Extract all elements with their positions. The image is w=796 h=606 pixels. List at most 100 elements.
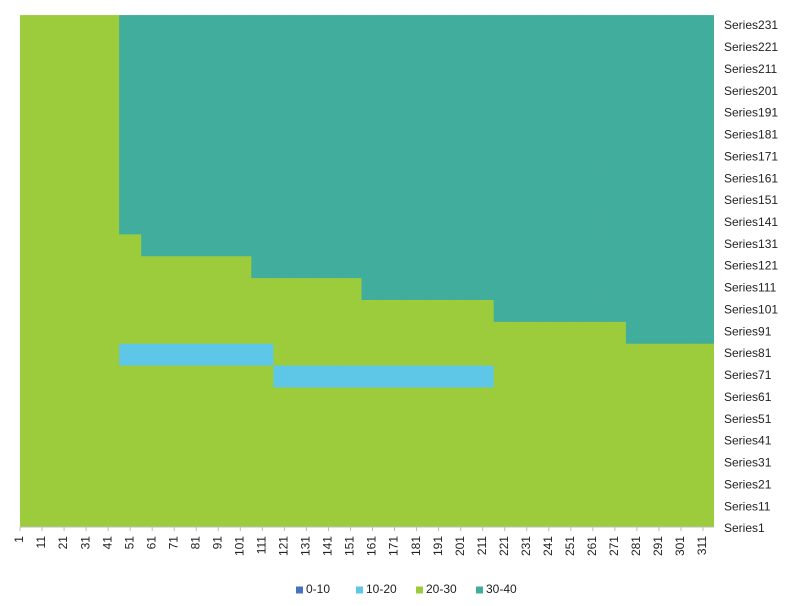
surface-cell [471, 124, 495, 147]
surface-cell [405, 321, 429, 344]
surface-cell [251, 386, 274, 410]
surface-cell [515, 255, 539, 279]
surface-cell [295, 496, 319, 519]
surface-cell [647, 102, 671, 126]
surface-cell [207, 386, 230, 410]
surface-cell [251, 168, 274, 191]
surface-cell [163, 408, 186, 432]
surface-cell [625, 518, 649, 527]
surface-cell [405, 343, 429, 366]
surface-cell [603, 15, 627, 38]
surface-cell [273, 58, 297, 82]
surface-cell [163, 36, 186, 60]
surface-cell [20, 211, 32, 235]
surface-cell [449, 124, 473, 147]
surface-cell [647, 277, 671, 300]
surface-cell [97, 474, 120, 497]
surface-cell [251, 58, 274, 82]
surface-cell [449, 190, 473, 213]
surface-cell [339, 343, 363, 366]
x-tick-label: 91 [210, 536, 224, 550]
surface-cell [229, 124, 252, 147]
surface-cell [405, 430, 429, 454]
surface-cell [163, 124, 186, 147]
surface-cell [449, 321, 473, 344]
surface-cell [20, 233, 32, 257]
surface-cell [229, 190, 252, 213]
surface-cell [251, 15, 274, 38]
surface-cell [691, 496, 714, 519]
surface-cell [251, 518, 274, 527]
surface-cell [603, 299, 627, 322]
x-tick-label: 11 [34, 536, 48, 549]
surface-cell [669, 496, 693, 519]
surface-cell [229, 80, 252, 104]
surface-cell [53, 474, 76, 497]
surface-cell [339, 452, 363, 475]
surface-cell [207, 408, 230, 432]
surface-cell [405, 277, 429, 300]
surface-cell [405, 364, 429, 388]
surface-cell [141, 364, 164, 388]
surface-cell [647, 452, 671, 475]
surface-cell [625, 233, 649, 257]
surface-cell [361, 277, 385, 300]
surface-cell [119, 452, 142, 475]
surface-cell [317, 190, 341, 213]
surface-cell [75, 146, 98, 169]
surface-cell [383, 321, 407, 344]
surface-cell [603, 364, 627, 388]
surface-cell [449, 58, 473, 82]
surface-cell [317, 233, 341, 257]
surface-cell [31, 15, 54, 38]
surface-cell [427, 518, 451, 527]
surface-cell [20, 408, 32, 432]
surface-cell [361, 102, 385, 126]
surface-cell [75, 36, 98, 60]
surface-cell [339, 211, 363, 235]
surface-cell [559, 518, 583, 527]
surface-cell [691, 168, 714, 191]
surface-cell [537, 299, 561, 322]
surface-cell [493, 233, 517, 257]
surface-cell [691, 58, 714, 82]
surface-cell [97, 364, 120, 388]
surface-cell [361, 496, 385, 519]
surface-cell [449, 364, 473, 388]
surface-cell [251, 36, 274, 60]
surface-cell [669, 408, 693, 432]
surface-cell [383, 58, 407, 82]
surface-cell [53, 430, 76, 454]
surface-cell [427, 364, 451, 388]
surface-cell [53, 277, 76, 300]
surface-cell [229, 364, 252, 388]
surface-cell [383, 408, 407, 432]
surface-cell [647, 58, 671, 82]
surface-cell [141, 408, 164, 432]
surface-cell [229, 299, 252, 322]
surface-cell [581, 15, 605, 38]
surface-cell [581, 255, 605, 279]
surface-cell [691, 233, 714, 257]
surface-cell [229, 518, 252, 527]
surface-cell [405, 386, 429, 410]
surface-cell [229, 36, 252, 60]
surface-cell [691, 124, 714, 147]
surface-cell [119, 343, 142, 366]
surface-cell [273, 15, 297, 38]
surface-cell [625, 277, 649, 300]
surface-cell [559, 277, 583, 300]
surface-cell [647, 496, 671, 519]
surface-cell [273, 168, 297, 191]
surface-cell [141, 518, 164, 527]
series-label: Series201 [724, 84, 778, 98]
surface-cell [119, 299, 142, 322]
surface-cell [449, 168, 473, 191]
surface-cell [383, 430, 407, 454]
surface-cell [471, 168, 495, 191]
surface-cell [185, 146, 208, 169]
surface-cell [53, 408, 76, 432]
surface-cell [493, 124, 517, 147]
surface-cell [163, 321, 186, 344]
surface-cell [295, 233, 319, 257]
